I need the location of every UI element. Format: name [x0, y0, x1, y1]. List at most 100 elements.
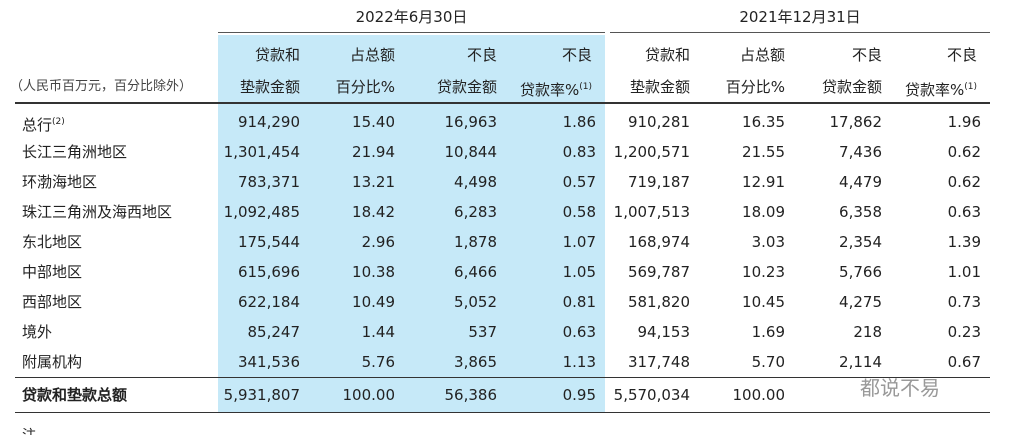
cell-text: 0.63 [947, 203, 981, 221]
cell-text: 5.70 [751, 353, 785, 371]
cell-text: 10,844 [444, 143, 498, 161]
column-header: 百分比% [726, 77, 785, 97]
cell: 94,153 [638, 322, 691, 342]
cell: 0.62 [948, 142, 981, 162]
cell: 12.91 [742, 172, 785, 192]
cell: 1.05 [563, 262, 596, 282]
cell: 7,436 [839, 142, 882, 162]
column-header: 贷款率%(1) [905, 77, 977, 100]
rule [15, 377, 990, 378]
cell: 10.38 [352, 262, 395, 282]
footer-note: 注 [22, 426, 36, 435]
cell-text: 10.49 [352, 293, 395, 311]
cell-text: 1,200,571 [613, 143, 690, 161]
cell-text: 94,153 [637, 323, 691, 341]
period-header: 2022年6月30日 [218, 7, 605, 27]
cell-text: 5,766 [839, 263, 882, 281]
cell-text: 2,354 [839, 233, 882, 251]
cell: 5,052 [454, 292, 497, 312]
total-cell: 100.00 [733, 385, 786, 405]
row-label-text: 西部地区 [22, 293, 83, 311]
cell: 85,247 [248, 322, 301, 342]
unit-note-text: （人民币百万元，百分比除外） [10, 79, 193, 94]
column-header-text: 垫款金额 [629, 78, 690, 96]
column-header-text: 贷款和 [254, 46, 300, 64]
cell: 1.96 [948, 112, 981, 132]
row-label-text: 环渤海地区 [22, 173, 98, 191]
total-cell-text: 100.00 [732, 386, 786, 404]
cell: 2.96 [362, 232, 395, 252]
cell-text: 2.96 [361, 233, 395, 251]
cell: 10.45 [742, 292, 785, 312]
cell-text: 1,878 [454, 233, 497, 251]
cell: 1,007,513 [614, 202, 690, 222]
column-header-text: 贷款金额 [436, 78, 497, 96]
cell: 622,184 [238, 292, 300, 312]
cell-text: 21.55 [742, 143, 785, 161]
cell: 1.13 [563, 352, 596, 372]
cell-text: 15.40 [352, 113, 395, 131]
cell-text: 0.73 [947, 293, 981, 311]
column-header: 不良 [562, 45, 592, 65]
cell-text: 317,748 [627, 353, 690, 371]
cell: 21.55 [742, 142, 785, 162]
column-header-text: 占总额 [349, 46, 395, 64]
cell: 1,301,454 [224, 142, 300, 162]
cell: 5,766 [839, 262, 882, 282]
cell-text: 6,358 [839, 203, 882, 221]
row-label-text: 长江三角洲地区 [22, 143, 128, 161]
total-cell-text: 5,931,807 [223, 386, 300, 404]
cell: 0.63 [563, 322, 596, 342]
column-header: 垫款金额 [240, 77, 300, 97]
row-label-text: 附属机构 [22, 353, 83, 371]
cell-text: 0.58 [562, 203, 596, 221]
cell: 341,536 [238, 352, 300, 372]
cell-text: 0.57 [562, 173, 596, 191]
cell-text: 218 [853, 323, 882, 341]
row-label: 境外 [22, 322, 52, 342]
column-header-text: 贷款率% [519, 81, 580, 99]
cell: 719,187 [628, 172, 690, 192]
cell-text: 7,436 [839, 143, 882, 161]
cell-text: 10.38 [352, 263, 395, 281]
column-header-text: 贷款率% [904, 81, 965, 99]
cell-text: 10.45 [742, 293, 785, 311]
column-header: 贷款金额 [822, 77, 882, 97]
total-label-text: 贷款和垫款总额 [22, 386, 128, 404]
cell-text: 1,092,485 [223, 203, 300, 221]
cell: 6,466 [454, 262, 497, 282]
column-header: 贷款和 [645, 45, 690, 65]
rule [610, 32, 990, 33]
cell-text: 0.67 [947, 353, 981, 371]
cell-text: 16.35 [742, 113, 785, 131]
cell-text: 622,184 [237, 293, 300, 311]
cell: 168,974 [628, 232, 690, 252]
cell: 1,878 [454, 232, 497, 252]
cell: 569,787 [628, 262, 690, 282]
cell: 17,862 [830, 112, 883, 132]
cell-text: 17,862 [829, 113, 883, 131]
row-label-text: 东北地区 [22, 233, 83, 251]
row-label: 附属机构 [22, 352, 82, 372]
highlight [218, 35, 605, 413]
cell-text: 168,974 [627, 233, 690, 251]
row-label: 珠江三角洲及海西地区 [22, 202, 172, 222]
cell-text: 1.01 [947, 263, 981, 281]
column-header: 不良 [467, 45, 497, 65]
column-header: 贷款和 [255, 45, 300, 65]
cell: 0.57 [563, 172, 596, 192]
cell: 21.94 [352, 142, 395, 162]
cell-text: 1.44 [361, 323, 395, 341]
cell: 6,358 [839, 202, 882, 222]
cell: 1,092,485 [224, 202, 300, 222]
cell-text: 537 [468, 323, 497, 341]
cell-text: 615,696 [237, 263, 300, 281]
column-header-text: 不良 [466, 46, 497, 64]
cell-text: 0.81 [562, 293, 596, 311]
cell: 615,696 [238, 262, 300, 282]
cell-text: 1.86 [562, 113, 596, 131]
column-header: 垫款金额 [630, 77, 690, 97]
cell: 1.44 [362, 322, 395, 342]
cell: 10.23 [742, 262, 785, 282]
